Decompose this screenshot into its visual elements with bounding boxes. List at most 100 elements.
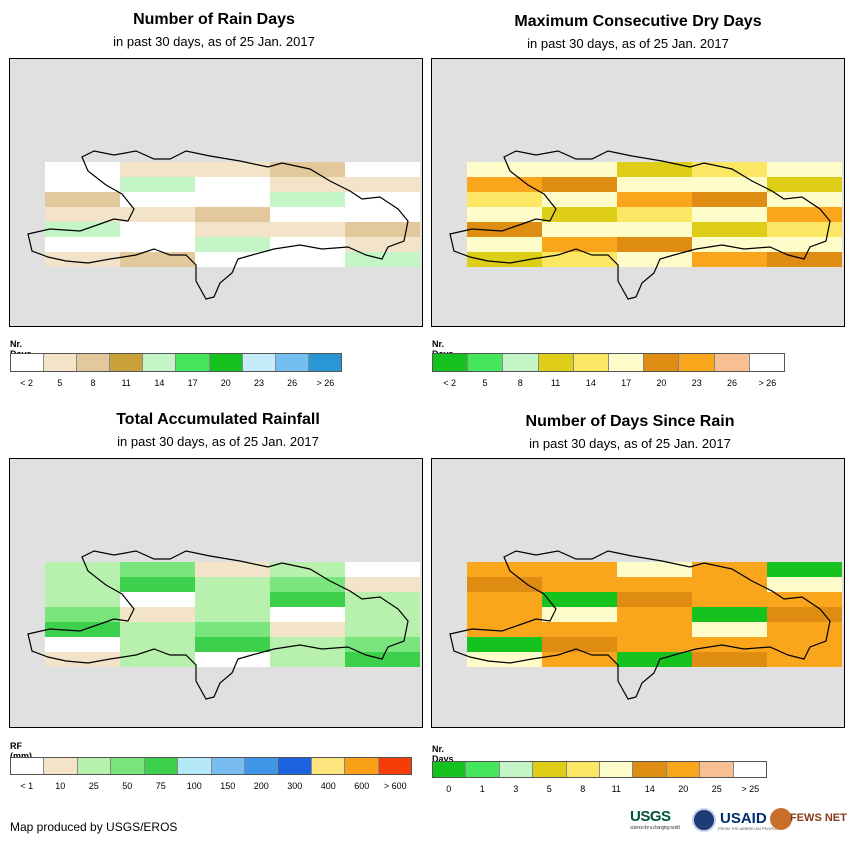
grid-cell <box>315 562 330 577</box>
grid-cell <box>360 577 375 592</box>
grid-cell <box>180 207 195 222</box>
grid-cell <box>722 162 737 177</box>
legend-labels: < 1 10 25 50 75 100 150 200 300 400 600 > 600 <box>10 781 412 793</box>
grid-cell <box>390 592 405 607</box>
grid-cell <box>677 562 692 577</box>
grid-cell <box>662 162 677 177</box>
legend-swatch <box>533 762 567 777</box>
grid-cell <box>330 252 345 267</box>
grid-cell <box>482 592 497 607</box>
grid-cell <box>557 637 572 652</box>
grid-cell <box>225 577 240 592</box>
grid-cell <box>662 607 677 622</box>
grid-cell <box>497 192 512 207</box>
legend-swatch <box>503 354 539 371</box>
grid-cell <box>240 592 255 607</box>
grid-cell <box>150 607 165 622</box>
grid-cell <box>45 177 60 192</box>
grid-cell <box>812 207 827 222</box>
grid-cell <box>390 222 405 237</box>
legend-label: 14 <box>585 378 596 388</box>
grid-cell <box>60 252 75 267</box>
grid-cell <box>360 237 375 252</box>
grid-cell <box>827 177 842 192</box>
grid-cell <box>632 222 647 237</box>
grid-cell <box>210 592 225 607</box>
coastline <box>449 150 831 300</box>
legend-label: 5 <box>546 784 552 794</box>
grid-cell <box>662 622 677 637</box>
map-canvas <box>27 550 420 700</box>
grid-cell <box>390 237 405 252</box>
grid-cell <box>135 177 150 192</box>
grid-cell <box>647 622 662 637</box>
legend-swatch <box>378 758 412 774</box>
grid-cell <box>557 177 572 192</box>
map-dry-days <box>431 58 845 327</box>
usaid-seal-icon <box>692 808 716 832</box>
legend-label: 23 <box>253 378 265 388</box>
grid-cell <box>135 207 150 222</box>
grid-cell <box>375 192 390 207</box>
grid-cell <box>557 592 572 607</box>
legend-swatch <box>633 762 667 777</box>
grid-cell <box>150 162 165 177</box>
grid-cell <box>677 207 692 222</box>
grid-cell <box>120 577 135 592</box>
grid-cell <box>632 592 647 607</box>
grid-cell <box>60 177 75 192</box>
grid-cell <box>210 252 225 267</box>
legend-swatch <box>468 354 504 371</box>
grid-cell <box>647 207 662 222</box>
grid-cell <box>602 192 617 207</box>
grid-cell <box>827 222 842 237</box>
grid-cell <box>707 222 722 237</box>
grid-cell <box>752 237 767 252</box>
panel-subtitle: in past 30 days, as of 25 Jan. 2017 <box>117 434 319 449</box>
usgs-logo[interactable]: USGS science for a changing world <box>630 808 680 831</box>
grid-cell <box>345 222 360 237</box>
grid-cell <box>390 252 405 267</box>
grid-cell <box>782 192 797 207</box>
map-rainfall <box>9 458 423 728</box>
grid-cell <box>165 637 180 652</box>
grid-cell <box>225 622 240 637</box>
grid-cell <box>632 192 647 207</box>
grid-cell <box>45 162 60 177</box>
grid-cell <box>677 637 692 652</box>
grid-cell <box>587 222 602 237</box>
grid-cell <box>767 607 782 622</box>
grid-cell <box>782 162 797 177</box>
grid-cell <box>360 162 375 177</box>
grid-cell <box>767 562 782 577</box>
grid-cell <box>692 207 707 222</box>
legend-swatch <box>666 762 701 777</box>
grid-cell <box>285 192 300 207</box>
panel-title: Maximum Consecutive Dry Days <box>514 13 762 30</box>
grid-cell <box>542 622 557 637</box>
legend-labels: < 2 5 8 11 14 17 20 23 26 > 26 <box>432 378 785 390</box>
legend-swatch <box>242 354 276 371</box>
grid-cell <box>210 177 225 192</box>
grid-cell <box>572 577 587 592</box>
grid-cell <box>375 652 390 667</box>
grid-cell <box>602 207 617 222</box>
grid-cell <box>782 207 797 222</box>
grid-cell <box>572 162 587 177</box>
grid-cell <box>707 252 722 267</box>
grid-cell <box>285 237 300 252</box>
grid-cell <box>225 592 240 607</box>
grid-cell <box>647 192 662 207</box>
legend-label: 200 <box>253 781 269 791</box>
grid-cell <box>150 252 165 267</box>
grid-cell <box>782 222 797 237</box>
grid-cell <box>180 192 195 207</box>
legend-swatch <box>499 762 534 777</box>
grid-cell <box>285 592 300 607</box>
grid-cell <box>165 622 180 637</box>
grid-cell <box>180 652 195 667</box>
map-canvas <box>449 550 842 700</box>
grid-cell <box>647 177 662 192</box>
grid-cell <box>315 222 330 237</box>
grid-cell <box>587 237 602 252</box>
